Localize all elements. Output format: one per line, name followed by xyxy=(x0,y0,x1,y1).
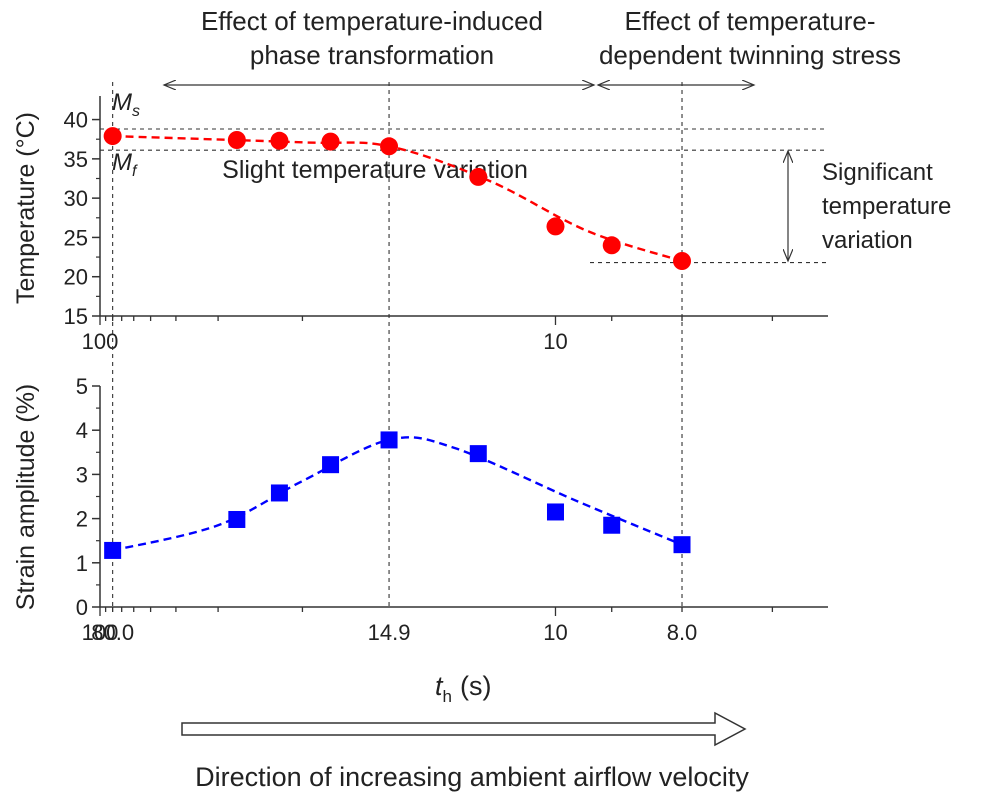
strain-point xyxy=(673,536,691,554)
right-region-line1: Effect of temperature- xyxy=(625,6,876,36)
strain-ytick-label: 1 xyxy=(76,551,88,576)
temperature-ytick-label: 40 xyxy=(64,108,88,133)
temperature-series xyxy=(103,127,692,270)
temperature-ytick-label: 15 xyxy=(64,304,88,329)
strain-point xyxy=(469,445,487,463)
temperature-ytick-label: 20 xyxy=(64,265,88,290)
strain-trend-line xyxy=(112,436,683,552)
ms-label-main: M xyxy=(112,89,132,116)
strain-y-label: Strain amplitude (%) xyxy=(12,384,40,610)
temperature-axes xyxy=(99,96,828,317)
ms-label: Ms xyxy=(112,89,140,120)
temperature-y-label: Temperature (°C) xyxy=(12,112,40,304)
left-region-line1: Effect of temperature-induced xyxy=(201,6,543,36)
strain-point xyxy=(270,484,288,502)
temperature-point xyxy=(673,252,692,270)
temperature-point xyxy=(546,217,565,236)
x-axis-label: th (s) xyxy=(435,671,491,706)
direction-arrow xyxy=(181,711,747,747)
mf-label-sub: f xyxy=(132,163,138,180)
strain-ytick-label: 4 xyxy=(76,418,88,443)
temperature-ytick-label: 30 xyxy=(64,186,88,211)
significant-line1: Significant xyxy=(822,159,933,186)
temperature-point xyxy=(602,236,621,255)
temperature-ytick-label: 35 xyxy=(64,147,88,172)
mf-label-main: M xyxy=(112,149,132,176)
temperature-point xyxy=(469,167,488,186)
strain-xtick-label: 10 xyxy=(543,620,567,645)
strain-ytick-label: 3 xyxy=(76,462,88,487)
temperature-point xyxy=(321,132,340,151)
temperature-point xyxy=(270,131,289,150)
strain-ytick-label: 0 xyxy=(76,595,88,620)
temperature-x-ticks: 100 10 xyxy=(82,316,774,354)
temperature-y-ticks: 15 20 25 30 35 40 xyxy=(64,108,100,329)
strain-xtick-label: 8.0 xyxy=(667,620,698,645)
strain-series xyxy=(104,431,691,559)
strain-y-ticks: 0 1 2 3 4 5 xyxy=(76,374,100,620)
x-label-unit: (s) xyxy=(460,671,491,701)
strain-xtick-label: 100 xyxy=(82,620,119,645)
strain-ytick-label: 2 xyxy=(76,507,88,532)
reference-lines xyxy=(100,128,828,264)
temperature-ytick-label: 25 xyxy=(64,225,88,250)
strain-point xyxy=(104,541,122,559)
strain-ytick-label: 5 xyxy=(76,374,88,399)
significant-line2: temperature xyxy=(822,193,951,220)
direction-label: Direction of increasing ambient airflow … xyxy=(195,762,749,792)
temperature-point xyxy=(380,137,399,156)
right-region-line2: dependent twinning stress xyxy=(599,40,901,70)
strain-point xyxy=(322,456,340,474)
strain-point xyxy=(546,503,564,521)
ms-label-sub: s xyxy=(132,103,140,120)
left-region-line2: phase transformation xyxy=(250,40,494,70)
strain-xtick-label: 80.0 xyxy=(91,620,134,645)
strain-point xyxy=(380,431,398,449)
strain-point xyxy=(228,510,246,528)
significant-line3: variation xyxy=(822,227,913,254)
strain-axes xyxy=(99,386,828,608)
strain-xtick-label: 14.9 xyxy=(368,620,411,645)
temperature-trend-line xyxy=(112,134,683,263)
temperature-xtick-label: 10 xyxy=(543,329,567,354)
temperature-point xyxy=(103,127,122,146)
x-label-t: t xyxy=(435,671,444,701)
strain-point xyxy=(603,516,621,534)
x-label-sub: h xyxy=(443,687,452,706)
mf-label: Mf xyxy=(112,149,138,180)
temperature-point xyxy=(227,131,246,149)
